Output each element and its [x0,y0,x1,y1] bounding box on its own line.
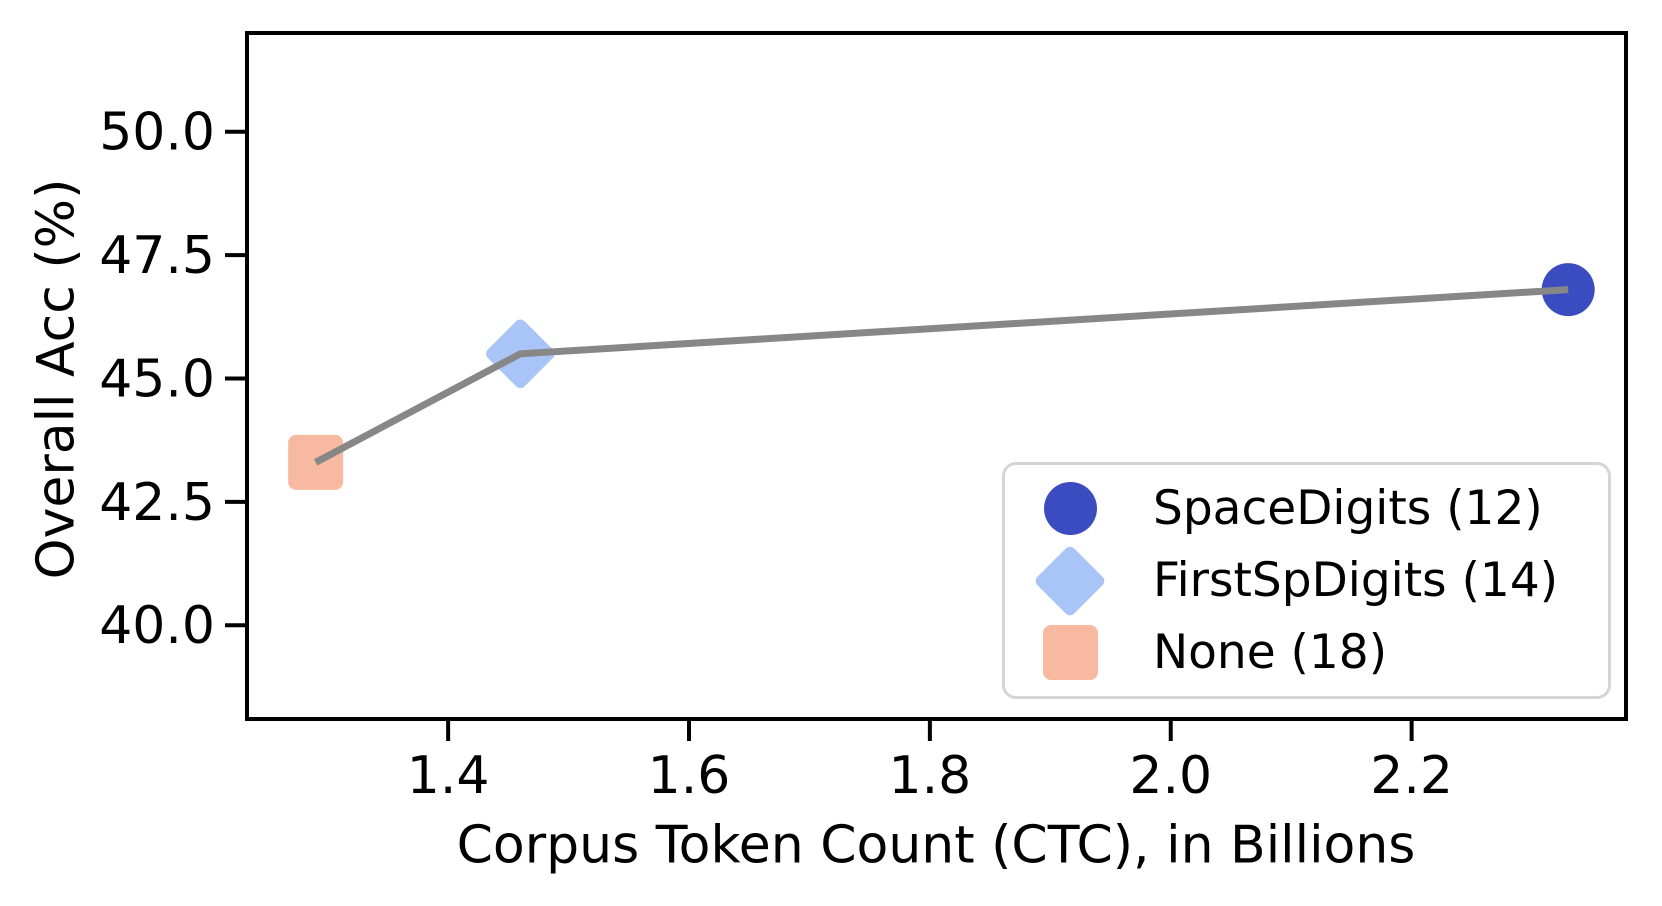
x-tick-label: 2.2 [1370,746,1453,806]
y-tick-label: 50.0 [99,103,215,163]
legend-label: None (18) [1153,624,1388,680]
square-marker-icon [1042,624,1098,680]
y-tick-label: 45.0 [99,349,215,409]
legend-item-spacedigits: SpaceDigits (12) [1005,473,1608,545]
legend-label: SpaceDigits (12) [1153,481,1543,537]
x-tick-label: 1.6 [648,746,731,806]
y-tick-label: 47.5 [99,226,215,286]
legend-item-none: None (18) [1005,616,1608,688]
x-tick-label: 1.8 [889,746,972,806]
diamond-marker-icon [1033,543,1107,618]
x-axis-label: Corpus Token Count (CTC), in Billions [456,815,1416,876]
x-tick-label: 2.0 [1129,746,1212,806]
legend-item-firstspdigits: FirstSpDigits (14) [1005,543,1608,618]
y-axis-label: Overall Acc (%) [26,178,87,580]
y-tick-label: 40.0 [99,596,215,656]
legend-label: FirstSpDigits (14) [1153,553,1559,608]
trend-line [314,286,1569,466]
legend: SpaceDigits (12) FirstSpDigits (14) None… [1002,462,1611,699]
circle-marker-icon [1043,482,1097,536]
y-tick-label: 42.5 [99,473,215,533]
x-tick-label: 1.4 [407,746,490,806]
plot-frame [245,31,1628,721]
